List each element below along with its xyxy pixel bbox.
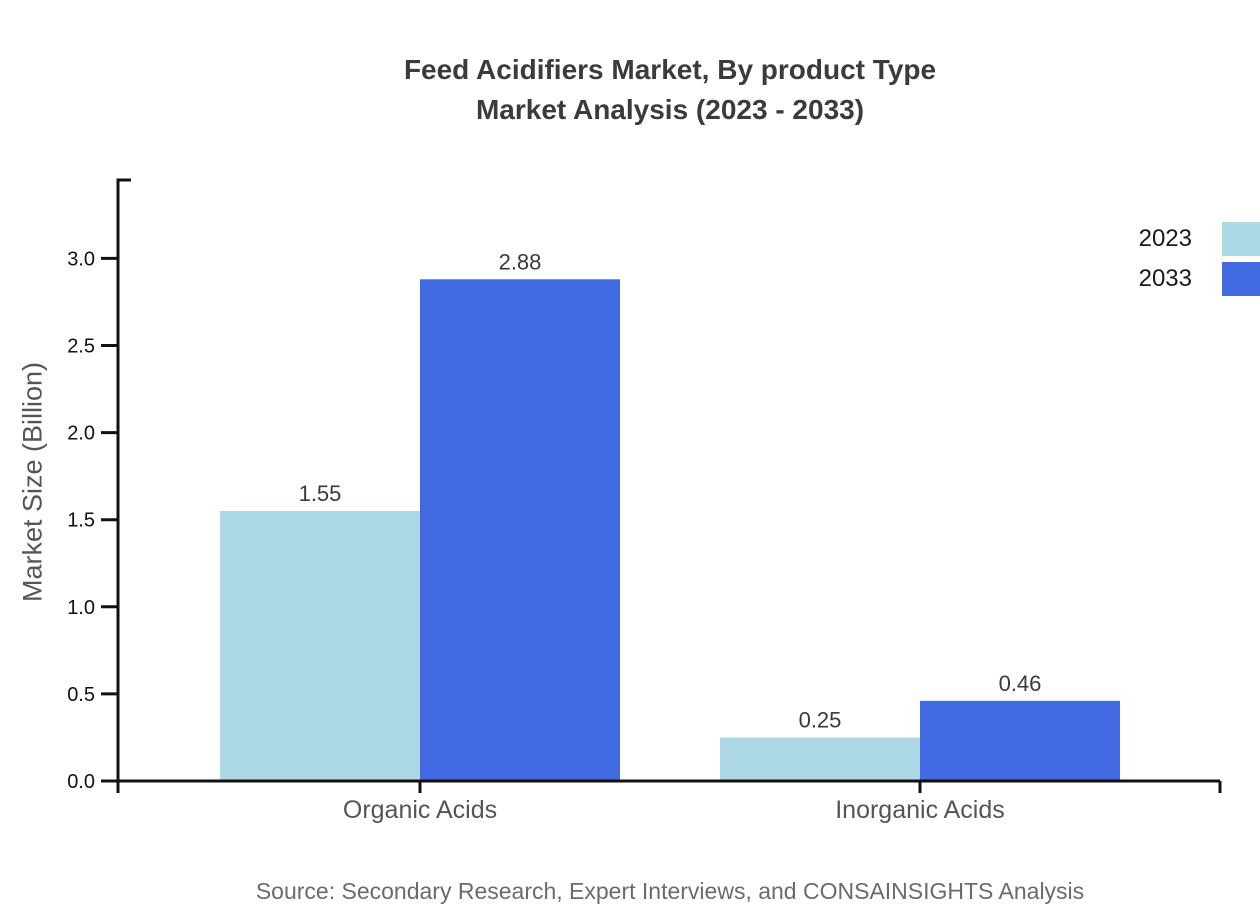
y-tick-label: 2.0 bbox=[67, 423, 95, 445]
bar-value-label: 1.55 bbox=[299, 481, 342, 506]
legend-swatch-2033 bbox=[1222, 262, 1260, 296]
chart-title: Feed Acidifiers Market, By product Type … bbox=[80, 50, 1260, 130]
legend-item-2033: 2033 bbox=[1139, 259, 1260, 299]
chart-title-line1: Feed Acidifiers Market, By product Type bbox=[403, 54, 937, 85]
y-tick-label: 1.0 bbox=[67, 597, 95, 619]
bar-2033-organic-acids bbox=[420, 279, 620, 781]
bar-2033-inorganic-acids bbox=[920, 700, 1120, 781]
legend: 2023 2033 bbox=[1139, 219, 1260, 299]
y-tick-label: 0.5 bbox=[67, 684, 95, 706]
bar-2023-organic-acids bbox=[220, 510, 420, 781]
y-tick-label: 3.0 bbox=[67, 248, 95, 270]
legend-label-2033: 2033 bbox=[1138, 265, 1192, 292]
bar-2023-inorganic-acids bbox=[720, 737, 920, 781]
source-note: Source: Secondary Research, Expert Inter… bbox=[255, 878, 1085, 904]
y-tick-label: 2.5 bbox=[67, 335, 95, 357]
legend-swatch-2023 bbox=[1222, 222, 1260, 256]
chart-title-line2: Market Analysis (2023 - 2033) bbox=[475, 94, 865, 125]
legend-item-2023: 2023 bbox=[1139, 219, 1260, 259]
y-tick-label: 1.5 bbox=[67, 510, 95, 532]
legend-label-2023: 2023 bbox=[1138, 225, 1192, 252]
bar-value-label: 0.25 bbox=[799, 707, 842, 732]
x-category-label-organic-acids: Organic Acids bbox=[343, 796, 497, 824]
bar-value-label: 2.88 bbox=[499, 249, 542, 274]
y-tick-label: 0.0 bbox=[67, 771, 95, 793]
bar-value-label: 0.46 bbox=[999, 671, 1042, 696]
x-category-label-inorganic-acids: Inorganic Acids bbox=[835, 796, 1005, 824]
